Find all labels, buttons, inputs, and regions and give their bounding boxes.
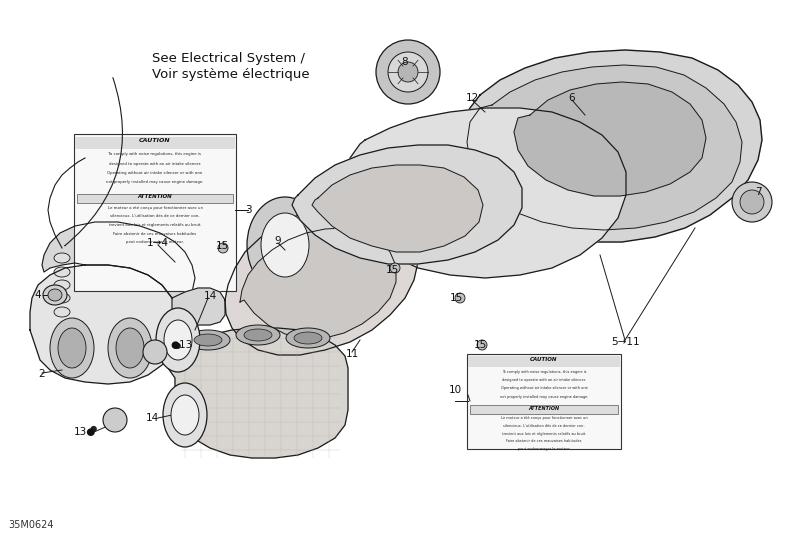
Polygon shape (344, 108, 626, 278)
Polygon shape (30, 265, 180, 384)
Ellipse shape (244, 329, 272, 341)
Ellipse shape (156, 308, 200, 372)
Text: To comply with noise regulations, this engine is: To comply with noise regulations, this e… (502, 370, 586, 374)
Text: 5→11: 5→11 (610, 337, 639, 347)
Text: ATTENTION: ATTENTION (529, 406, 559, 411)
Ellipse shape (376, 40, 440, 104)
Ellipse shape (218, 243, 228, 253)
Text: ●13: ●13 (171, 340, 193, 350)
Text: 6: 6 (569, 93, 575, 103)
Text: not properly installed may cause engine damage.: not properly installed may cause engine … (500, 395, 588, 399)
FancyBboxPatch shape (467, 355, 621, 449)
Text: not properly installed may cause engine damage.: not properly installed may cause engine … (106, 180, 204, 184)
Text: 7: 7 (754, 187, 762, 197)
Polygon shape (168, 328, 348, 458)
FancyBboxPatch shape (75, 137, 235, 149)
Polygon shape (460, 50, 762, 242)
Text: Operating without air intake silencer or with one: Operating without air intake silencer or… (501, 387, 587, 390)
Text: designed to operate with an air intake silencer.: designed to operate with an air intake s… (502, 378, 586, 382)
Text: 35M0624: 35M0624 (8, 520, 54, 530)
Text: Operating without air intake silencer or with one: Operating without air intake silencer or… (107, 171, 202, 175)
Ellipse shape (54, 280, 70, 290)
Text: Faire abstenir de ces mauvaises habitudes: Faire abstenir de ces mauvaises habitude… (506, 439, 582, 443)
Text: 11: 11 (346, 349, 358, 359)
Ellipse shape (390, 263, 400, 273)
Text: 10: 10 (449, 385, 462, 395)
Ellipse shape (143, 340, 167, 364)
Text: ●: ● (174, 340, 181, 350)
Ellipse shape (286, 328, 330, 348)
Text: trevient aux lois et règlements relatifs au bruit.: trevient aux lois et règlements relatifs… (109, 223, 202, 227)
Ellipse shape (116, 328, 144, 368)
Ellipse shape (54, 253, 70, 263)
FancyBboxPatch shape (77, 194, 234, 204)
Text: 3: 3 (245, 205, 251, 215)
Ellipse shape (477, 340, 487, 350)
Ellipse shape (54, 293, 70, 303)
FancyBboxPatch shape (74, 135, 236, 291)
Text: trevient aux lois et règlements relatifs au bruit.: trevient aux lois et règlements relatifs… (502, 432, 586, 435)
Ellipse shape (43, 285, 67, 305)
Text: 14: 14 (146, 413, 158, 423)
Ellipse shape (54, 267, 70, 277)
Text: 15: 15 (215, 241, 229, 251)
Text: 2: 2 (38, 369, 46, 379)
Text: silencieux. L'utilisation dès de ce dernier con-: silencieux. L'utilisation dès de ce dern… (503, 424, 585, 428)
Text: Le moteur a été conçu pour fonctionner avec un: Le moteur a été conçu pour fonctionner a… (107, 206, 202, 210)
Text: 4: 4 (34, 290, 42, 300)
Ellipse shape (294, 332, 322, 344)
Text: CAUTION: CAUTION (530, 357, 558, 362)
Text: silencieux. L'utilisation dès de ce dernier con-: silencieux. L'utilisation dès de ce dern… (110, 214, 200, 218)
Ellipse shape (48, 289, 62, 301)
Ellipse shape (194, 334, 222, 346)
Text: CAUTION: CAUTION (139, 138, 171, 143)
Text: To comply with noise regulations, this engine is: To comply with noise regulations, this e… (109, 153, 202, 156)
Polygon shape (312, 165, 483, 252)
Text: ●: ● (90, 424, 97, 433)
Text: 15: 15 (386, 265, 398, 275)
Text: See Electrical System /
Voir système électrique: See Electrical System / Voir système éle… (152, 52, 310, 81)
Ellipse shape (740, 190, 764, 214)
Text: 15: 15 (450, 293, 462, 303)
Ellipse shape (186, 330, 230, 350)
Text: Le moteur a été conçu pour fonctionner avec un: Le moteur a été conçu pour fonctionner a… (501, 416, 587, 420)
Text: peut endommager le moteur.: peut endommager le moteur. (126, 241, 184, 244)
Ellipse shape (54, 307, 70, 317)
Text: 8: 8 (402, 57, 408, 67)
Ellipse shape (247, 197, 323, 293)
Ellipse shape (388, 52, 428, 92)
Text: 9: 9 (274, 236, 282, 246)
Ellipse shape (58, 328, 86, 368)
Polygon shape (225, 205, 418, 355)
Ellipse shape (455, 293, 465, 303)
Polygon shape (240, 228, 396, 338)
Ellipse shape (261, 213, 309, 277)
Ellipse shape (171, 395, 199, 435)
Polygon shape (514, 82, 706, 196)
Text: 12: 12 (466, 93, 478, 103)
Polygon shape (42, 222, 195, 312)
Ellipse shape (398, 62, 418, 82)
Ellipse shape (103, 408, 127, 432)
Polygon shape (467, 65, 742, 230)
Text: 15: 15 (474, 340, 486, 350)
Text: Faire abstenir de ces mauvaises habitudes: Faire abstenir de ces mauvaises habitude… (114, 232, 197, 236)
Ellipse shape (164, 320, 192, 360)
Text: 13●: 13● (74, 427, 96, 437)
Text: peut endommager le moteur.: peut endommager le moteur. (518, 447, 570, 451)
Polygon shape (172, 288, 225, 325)
Text: designed to operate with an air intake silencer.: designed to operate with an air intake s… (109, 162, 201, 166)
Ellipse shape (236, 325, 280, 345)
Text: 14: 14 (203, 291, 217, 301)
Ellipse shape (732, 182, 772, 222)
Ellipse shape (50, 318, 94, 378)
Text: 1→4: 1→4 (147, 238, 169, 248)
Ellipse shape (108, 318, 152, 378)
Ellipse shape (163, 383, 207, 447)
Polygon shape (292, 145, 522, 264)
FancyBboxPatch shape (470, 406, 618, 414)
Text: ATTENTION: ATTENTION (138, 194, 172, 199)
FancyBboxPatch shape (468, 356, 620, 367)
